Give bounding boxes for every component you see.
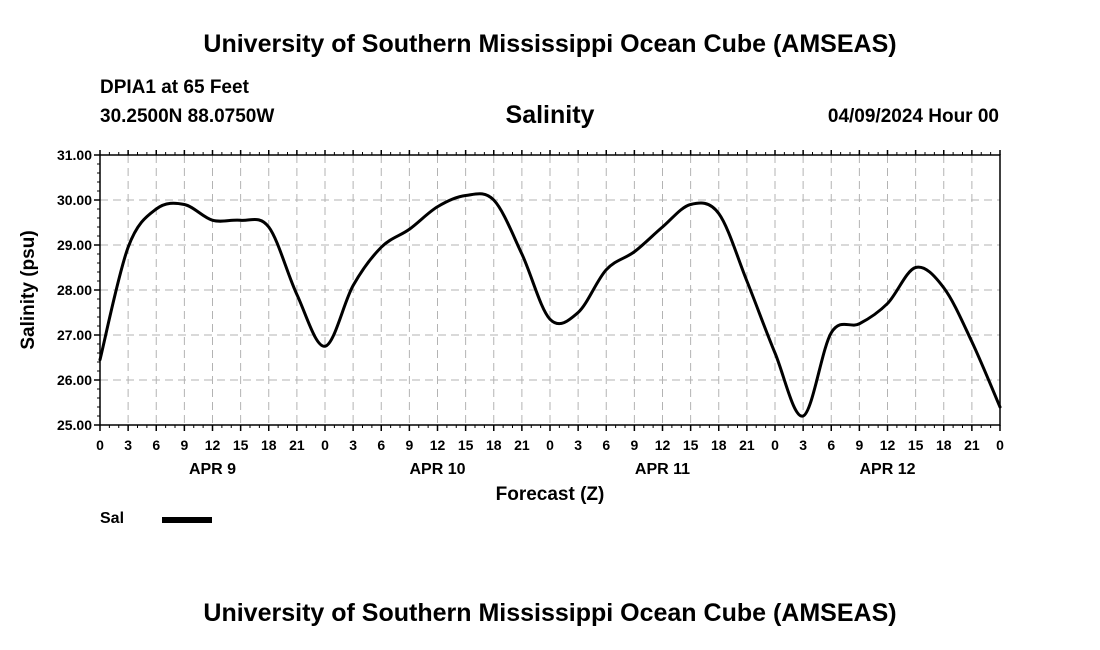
- page-title: University of Southern Mississippi Ocean…: [203, 30, 897, 58]
- x-tick-labels: 0 3 6 9 12 15 18 21 0 3 6 9 12 15 18 21 0 3 6 9 12 15 18 21 0 3 6 9…: [96, 437, 1004, 453]
- y-tick-labels: 25.00 26.00 27.00 28.00 29.00 30.00 31.00: [57, 147, 92, 433]
- legend-label: Sal: [100, 510, 125, 527]
- x-tick-label: 3: [799, 437, 807, 453]
- grid: [100, 155, 1000, 425]
- x-tick-label: 12: [880, 437, 896, 453]
- x-tick-label: 21: [739, 437, 755, 453]
- x-tick-label: 12: [655, 437, 671, 453]
- day-label: APR 11: [635, 461, 690, 478]
- x-tick-label: 3: [574, 437, 582, 453]
- chart-title: Salinity: [505, 101, 595, 129]
- y-tick-label: 28.00: [57, 282, 92, 298]
- footer-title: University of Southern Mississippi Ocean…: [203, 599, 897, 627]
- x-tick-label: 12: [205, 437, 221, 453]
- x-tick-label: 3: [349, 437, 357, 453]
- x-tick-label: 9: [180, 437, 188, 453]
- y-tick-label: 27.00: [57, 327, 92, 343]
- x-tick-label: 6: [602, 437, 610, 453]
- x-tick-label: 3: [124, 437, 132, 453]
- x-tick-label: 0: [546, 437, 554, 453]
- series-layer: [98, 192, 1002, 418]
- x-tick-label: 6: [827, 437, 835, 453]
- x-tick-label: 0: [321, 437, 329, 453]
- x-tick-label: 21: [964, 437, 980, 453]
- x-tick-label: 15: [683, 437, 699, 453]
- day-label: APR 9: [189, 461, 236, 478]
- x-tick-label: 21: [289, 437, 305, 453]
- day-label: APR 12: [859, 461, 915, 478]
- forecast-datetime: 04/09/2024 Hour 00: [827, 106, 999, 127]
- x-tick-label: 15: [908, 437, 924, 453]
- x-tick-label: 0: [996, 437, 1004, 453]
- x-axis-label: Forecast (Z): [496, 484, 605, 505]
- axis-ticks: [94, 150, 1001, 431]
- x-tick-label: 12: [430, 437, 446, 453]
- x-tick-label: 6: [377, 437, 385, 453]
- series-line-sal: [98, 192, 1002, 418]
- x-tick-label: 18: [711, 437, 727, 453]
- y-tick-label: 26.00: [57, 372, 92, 388]
- y-tick-label: 31.00: [57, 147, 92, 163]
- legend-swatch: [162, 517, 212, 523]
- x-tick-label: 0: [771, 437, 779, 453]
- y-tick-label: 25.00: [57, 417, 92, 433]
- x-tick-label: 0: [96, 437, 104, 453]
- day-label: APR 10: [409, 461, 465, 478]
- x-tick-label: 15: [233, 437, 249, 453]
- coordinates-label: 30.2500N 88.0750W: [100, 106, 275, 127]
- x-tick-label: 9: [855, 437, 863, 453]
- y-axis-label: Salinity (psu): [18, 230, 39, 349]
- x-tick-label: 6: [152, 437, 160, 453]
- x-tick-label: 21: [514, 437, 530, 453]
- station-label: DPIA1 at 65 Feet: [100, 77, 249, 98]
- y-tick-label: 30.00: [57, 192, 92, 208]
- y-tick-label: 29.00: [57, 237, 92, 253]
- x-tick-label: 18: [936, 437, 952, 453]
- x-tick-label: 15: [458, 437, 474, 453]
- x-tick-label: 18: [261, 437, 277, 453]
- x-tick-label: 9: [405, 437, 413, 453]
- x-tick-label: 9: [630, 437, 638, 453]
- x-tick-label: 18: [486, 437, 502, 453]
- day-labels: APR 9 APR 10 APR 11 APR 12: [189, 461, 916, 478]
